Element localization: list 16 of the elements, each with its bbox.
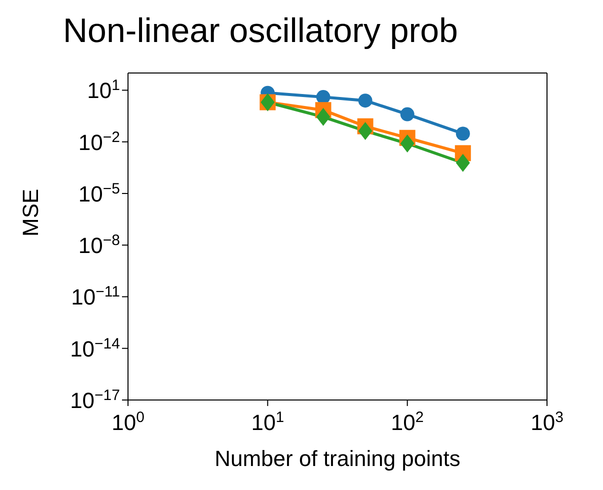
x-tick-label: 10$^{3}$ [530, 408, 564, 435]
y-tick-label: 10$^{−2}$ [78, 128, 120, 155]
y-tick-label: 10$^{−5}$ [78, 180, 120, 206]
x-axis-title: Number of training points [214, 446, 460, 471]
point [358, 122, 372, 140]
x-tick-label: 10$^{2}$ [390, 408, 424, 435]
y-tick-label: 10$^{−11}$ [71, 283, 120, 310]
point [456, 154, 470, 172]
y-tick-label: 10$^{1}$ [87, 76, 120, 104]
x-tick-label: 10$^{1}$ [251, 408, 284, 435]
y-tick-label: 10$^{−8}$ [78, 232, 120, 258]
y-tick-label: 10$^{−14}$ [70, 334, 120, 362]
y-axis-title: MSE [18, 188, 43, 236]
point [456, 126, 470, 141]
chart-title: Non-linear oscillatory prob [63, 12, 458, 51]
point [358, 94, 372, 108]
